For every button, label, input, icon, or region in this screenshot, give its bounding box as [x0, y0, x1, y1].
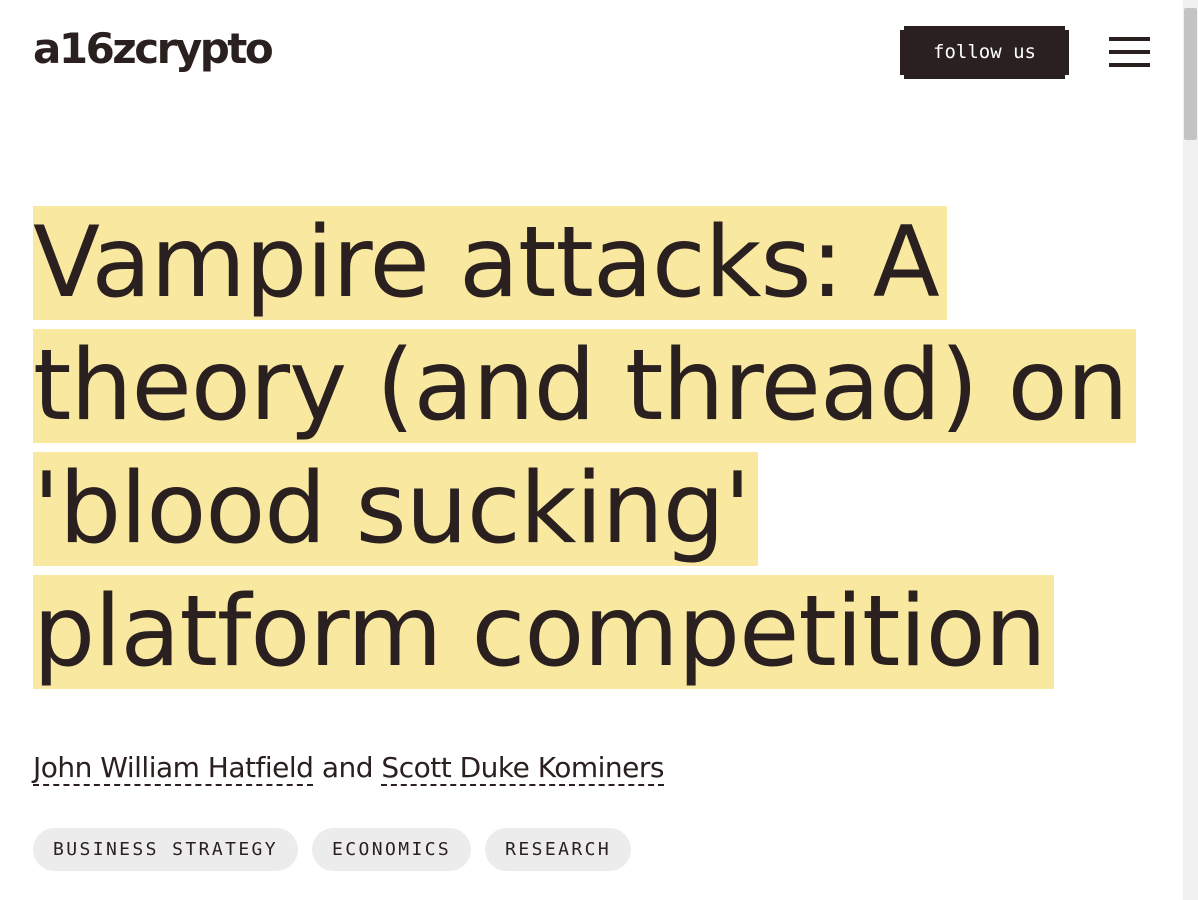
menu-bar-top: [1109, 37, 1150, 41]
follow-us-button[interactable]: follow us: [900, 26, 1069, 79]
author-separator: and: [321, 751, 374, 784]
site-logo[interactable]: a16zcrypto: [33, 24, 274, 73]
article-tags: BUSINESS STRATEGY ECONOMICS RESEARCH: [33, 828, 632, 871]
scrollbar-thumb[interactable]: [1184, 8, 1197, 140]
tag-economics[interactable]: ECONOMICS: [312, 828, 472, 871]
menu-bar-bottom: [1109, 63, 1150, 67]
article-authors: John William Hatfield and Scott Duke Kom…: [33, 748, 664, 788]
menu-bar-middle: [1109, 50, 1150, 54]
article-title: Vampire attacks: A theory (and thread) o…: [33, 202, 1136, 694]
author-link-kominers[interactable]: Scott Duke Kominers: [381, 751, 664, 786]
hamburger-menu-icon[interactable]: [1106, 35, 1152, 71]
page-scrollbar[interactable]: [1183, 0, 1198, 900]
tag-business-strategy[interactable]: BUSINESS STRATEGY: [33, 828, 299, 871]
article-title-text: Vampire attacks: A theory (and thread) o…: [33, 206, 1136, 689]
tag-research[interactable]: RESEARCH: [485, 828, 632, 871]
author-link-hatfield[interactable]: John William Hatfield: [33, 751, 314, 786]
